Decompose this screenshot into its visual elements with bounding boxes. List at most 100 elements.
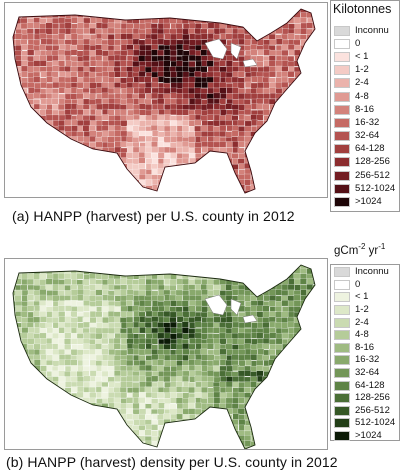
legend-swatch (334, 197, 350, 208)
legend-label: < 1 (355, 50, 369, 62)
legend-label: 4-8 (355, 90, 369, 102)
legend-label: 1-2 (355, 304, 369, 316)
legend-label: 2-4 (355, 77, 369, 89)
legend-item: 512-1024 (334, 417, 395, 430)
legend-swatch (334, 380, 350, 391)
legend-item: 16-32 (334, 116, 395, 129)
legend-title: gCm-2 yr-1 (334, 242, 386, 257)
legend-item: 4-8 (334, 90, 395, 103)
legend-label: 16-32 (355, 116, 380, 128)
figure-caption: (b) HANPP (harvest) density per U.S. cou… (6, 454, 338, 470)
figure-caption: (a) HANPP (harvest) per U.S. county in 2… (12, 208, 295, 224)
legend-label: >1024 (355, 196, 382, 208)
legend-label: 32-64 (355, 367, 380, 379)
legend-label: 16-32 (355, 354, 380, 366)
legend-swatch (334, 317, 350, 328)
legend-label: >1024 (355, 430, 382, 442)
legend-label: 64-128 (355, 143, 385, 155)
legend-label: 512-1024 (355, 182, 396, 194)
legend-label: 256-512 (355, 404, 390, 416)
legend-swatch (334, 330, 350, 341)
legend-item: 32-64 (334, 130, 395, 143)
great-lakes (204, 294, 258, 324)
legend-label: 32-64 (355, 130, 380, 142)
us-county-map (12, 264, 316, 449)
legend-swatch (334, 305, 350, 316)
us-county-map (12, 8, 316, 194)
legend-item: 16-32 (334, 354, 395, 367)
county-cells (13, 265, 315, 449)
legend-item: 8-16 (334, 103, 395, 116)
legend-item: 32-64 (334, 367, 395, 380)
legend-swatch (334, 144, 350, 155)
legend-swatch (334, 38, 350, 49)
legend-label: 8-16 (355, 103, 375, 115)
legend-label: 1-2 (355, 64, 369, 76)
country-outline (12, 264, 316, 449)
legend-swatch (334, 131, 350, 142)
legend-swatch (334, 342, 350, 353)
legend-item: 64-128 (334, 143, 395, 156)
legend-item: 128-256 (334, 392, 395, 405)
county-cells (13, 9, 315, 193)
legend-swatch (334, 292, 350, 303)
legend-swatch (334, 405, 350, 416)
legend-label: 64-128 (355, 379, 385, 391)
legend-label: 512-1024 (355, 417, 396, 429)
legend-swatch (334, 279, 350, 290)
legend-item: 256-512 (334, 405, 395, 418)
legend-label: 2-4 (355, 316, 369, 328)
legend-item: 4-8 (334, 329, 395, 342)
legend-label: < 1 (355, 291, 369, 303)
legend-item: 256-512 (334, 169, 395, 182)
legend-swatch (334, 355, 350, 366)
legend-label: Inconnu (355, 24, 389, 36)
legend-swatch (334, 368, 350, 379)
panel-harvest-density-per-county: gCm-2 yr-1 Inconnu 0 < 1 1-2 2-4 4-8 8-16 16-32… (0, 236, 400, 475)
map-frame (4, 2, 328, 198)
legend-item: 128-256 (334, 156, 395, 169)
panel-harvest-per-county: Kilotonnes Inconnu 0 < 1 1-2 2-4 4-8 8-16 16-32… (0, 0, 400, 236)
legend-label: 0 (355, 278, 361, 290)
legend-label: 8-16 (355, 341, 375, 353)
legend-swatch (334, 183, 350, 194)
legend-item: 1-2 (334, 64, 395, 77)
legend-swatch (334, 65, 350, 76)
legend-swatch (334, 51, 350, 62)
legend-item: 0 (334, 37, 395, 50)
legend-swatch (334, 267, 350, 278)
legend-swatch (334, 418, 350, 429)
legend-swatch (334, 117, 350, 128)
legend-label: 128-256 (355, 156, 390, 168)
legend-item: < 1 (334, 291, 395, 304)
legend-item: 2-4 (334, 77, 395, 90)
legend-item: >1024 (334, 430, 395, 443)
legend-item: 1-2 (334, 304, 395, 317)
legend-swatch (334, 170, 350, 181)
legend-swatch (334, 104, 350, 115)
legend-item: 512-1024 (334, 182, 395, 195)
legend-label: Inconnu (355, 266, 389, 278)
legend-item: < 1 (334, 50, 395, 63)
legend-item: Inconnu (334, 24, 395, 37)
legend-swatch (334, 78, 350, 89)
legend-label: 256-512 (355, 169, 390, 181)
legend-item: 2-4 (334, 316, 395, 329)
legend-item: 8-16 (334, 342, 395, 355)
legend-swatch (334, 431, 350, 442)
legend-list: Inconnu 0 < 1 1-2 2-4 4-8 8-16 16-32 32-64 64-128… (334, 24, 395, 209)
map-frame (4, 258, 328, 450)
legend-item: 0 (334, 279, 395, 292)
legend-item: >1024 (334, 195, 395, 208)
legend-item: Inconnu (334, 266, 395, 279)
legend-label: 128-256 (355, 392, 390, 404)
country-outline (12, 8, 316, 194)
legend-swatch (334, 393, 350, 404)
legend-swatch (334, 25, 350, 36)
legend-title: Kilotonnes (333, 2, 392, 16)
legend-label: 0 (355, 37, 361, 49)
great-lakes (204, 38, 258, 68)
legend-swatch (334, 157, 350, 168)
legend-swatch (334, 91, 350, 102)
legend-label: 4-8 (355, 329, 369, 341)
